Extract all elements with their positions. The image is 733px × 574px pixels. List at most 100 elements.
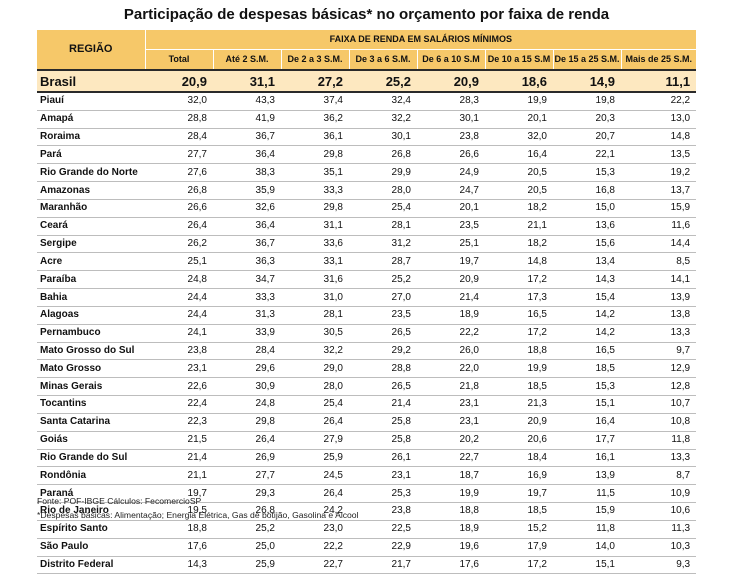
value-cell: 27,2 xyxy=(281,69,349,93)
value-cell: 31,2 xyxy=(349,235,417,254)
value-cell: 22,2 xyxy=(621,92,697,111)
table-row: Sergipe 26,2 36,7 33,6 31,2 25,1 18,2 15,6 14,4 xyxy=(37,235,697,254)
value-cell: 14,8 xyxy=(485,252,553,272)
value-cell: 11,6 xyxy=(621,217,697,236)
value-cell: 25,3 xyxy=(349,484,417,504)
value-cell: 28,0 xyxy=(349,181,417,200)
value-cell: 19,7 xyxy=(485,484,553,504)
table-row: Rio Grande do Norte 27,6 38,3 35,1 29,9 24,9 2… xyxy=(37,163,697,183)
value-cell: 13,0 xyxy=(621,110,697,129)
value-cell: 11,8 xyxy=(553,520,621,539)
value-cell: 23,8 xyxy=(145,342,213,361)
value-cell: 32,2 xyxy=(281,342,349,361)
value-cell: 20,7 xyxy=(553,128,621,147)
value-cell: 21,4 xyxy=(349,395,417,414)
value-cell: 26,8 xyxy=(349,145,417,165)
value-cell: 15,1 xyxy=(553,556,621,574)
region-name: Rio Grande do Norte xyxy=(37,163,145,183)
value-cell: 27,6 xyxy=(145,163,213,183)
value-cell: 23,8 xyxy=(349,502,417,521)
table-row: Espírito Santo 18,8 25,2 23,0 22,5 18,9 15,2 11… xyxy=(37,520,697,539)
value-cell: 23,1 xyxy=(145,359,213,379)
value-cell: 29,3 xyxy=(213,484,281,504)
value-cell: 31,6 xyxy=(281,270,349,290)
value-cell: 10,8 xyxy=(621,413,697,432)
value-cell: 26,4 xyxy=(213,431,281,450)
value-cell: 33,6 xyxy=(281,235,349,254)
value-cell: 30,5 xyxy=(281,324,349,343)
value-cell: 34,7 xyxy=(213,270,281,290)
value-cell: 37,4 xyxy=(281,92,349,111)
value-cell: 17,9 xyxy=(485,538,553,557)
value-cell: 26,4 xyxy=(281,413,349,432)
value-cell: 26,2 xyxy=(145,235,213,254)
value-cell: 25,2 xyxy=(213,520,281,539)
region-header: REGIÃO xyxy=(37,30,146,70)
column-header: Até 2 S.M. xyxy=(213,49,282,70)
value-cell: 36,7 xyxy=(213,128,281,147)
value-cell: 32,0 xyxy=(145,92,213,111)
value-cell: 17,7 xyxy=(553,431,621,450)
value-cell: 17,6 xyxy=(417,556,485,574)
value-cell: 28,1 xyxy=(281,306,349,325)
value-cell: 35,1 xyxy=(281,163,349,183)
table-row: Amazonas 26,8 35,9 33,3 28,0 24,7 20,5 16,8 13,7 xyxy=(37,181,697,200)
value-cell: 11,8 xyxy=(621,431,697,450)
value-cell: 31,0 xyxy=(281,288,349,307)
value-cell: 18,7 xyxy=(417,466,485,486)
value-cell: 24,4 xyxy=(145,288,213,307)
value-cell: 25,9 xyxy=(213,556,281,574)
table-row: Mato Grosso do Sul 23,8 28,4 32,2 29,2 26,0 18… xyxy=(37,342,697,361)
region-name: Mato Grosso do Sul xyxy=(37,342,145,361)
value-cell: 25,2 xyxy=(349,69,417,93)
value-cell: 13,6 xyxy=(553,217,621,236)
value-cell: 36,2 xyxy=(281,110,349,129)
value-cell: 19,7 xyxy=(145,484,213,504)
region-name: Amazonas xyxy=(37,181,145,200)
value-cell: 25,8 xyxy=(349,413,417,432)
value-cell: 23,8 xyxy=(417,128,485,147)
region-name: Distrito Federal xyxy=(37,556,145,574)
region-name: Alagoas xyxy=(37,306,145,325)
value-cell: 21,5 xyxy=(145,431,213,450)
column-headers: Total Até 2 S.M. De 2 a 3 S.M. De 3 a 6 S.M… xyxy=(37,49,697,70)
value-cell: 15,3 xyxy=(553,377,621,397)
value-cell: 23,5 xyxy=(417,217,485,236)
value-cell: 20,9 xyxy=(417,69,485,93)
value-cell: 32,0 xyxy=(485,128,553,147)
region-name: São Paulo xyxy=(37,538,145,557)
value-cell: 14,9 xyxy=(553,69,621,93)
region-name: Espírito Santo xyxy=(37,520,145,539)
value-cell: 22,2 xyxy=(281,538,349,557)
value-cell: 30,9 xyxy=(213,377,281,397)
value-cell: 13,3 xyxy=(621,324,697,343)
region-name: Paraná xyxy=(37,484,145,504)
table-body: Brasil 20,9 31,1 27,2 25,2 20,9 18,6 14,9 11,1 P… xyxy=(37,69,697,574)
value-cell: 18,9 xyxy=(417,306,485,325)
table-row: Rio Grande do Sul 21,4 26,9 25,9 26,1 22,7 18,… xyxy=(37,449,697,468)
table-row: Roraima 28,4 36,7 36,1 30,1 23,8 32,0 20,7 14,8 xyxy=(37,128,697,147)
table-row: Pernambuco 24,1 33,9 30,5 26,5 22,2 17,2 14,2 13… xyxy=(37,324,697,343)
value-cell: 22,3 xyxy=(145,413,213,432)
value-cell: 19,9 xyxy=(485,92,553,111)
value-cell: 36,4 xyxy=(213,145,281,165)
table-row: Minas Gerais 22,6 30,9 28,0 26,5 21,8 18,5 15,3… xyxy=(37,377,697,397)
value-cell: 19,9 xyxy=(417,484,485,504)
region-name: Mato Grosso xyxy=(37,359,145,379)
value-cell: 18,2 xyxy=(485,235,553,254)
column-header: De 3 a 6 S.M. xyxy=(349,49,418,70)
value-cell: 25,4 xyxy=(281,395,349,414)
value-cell: 26,1 xyxy=(349,449,417,468)
value-cell: 20,6 xyxy=(485,431,553,450)
value-cell: 35,9 xyxy=(213,181,281,200)
value-cell: 24,9 xyxy=(417,163,485,183)
value-cell: 21,1 xyxy=(485,217,553,236)
value-cell: 29,0 xyxy=(281,359,349,379)
region-name: Roraima xyxy=(37,128,145,147)
value-cell: 8,5 xyxy=(621,252,697,272)
value-cell: 12,9 xyxy=(621,359,697,379)
value-cell: 16,9 xyxy=(485,466,553,486)
value-cell: 15,9 xyxy=(553,502,621,521)
value-cell: 31,1 xyxy=(213,69,281,93)
value-cell: 38,3 xyxy=(213,163,281,183)
